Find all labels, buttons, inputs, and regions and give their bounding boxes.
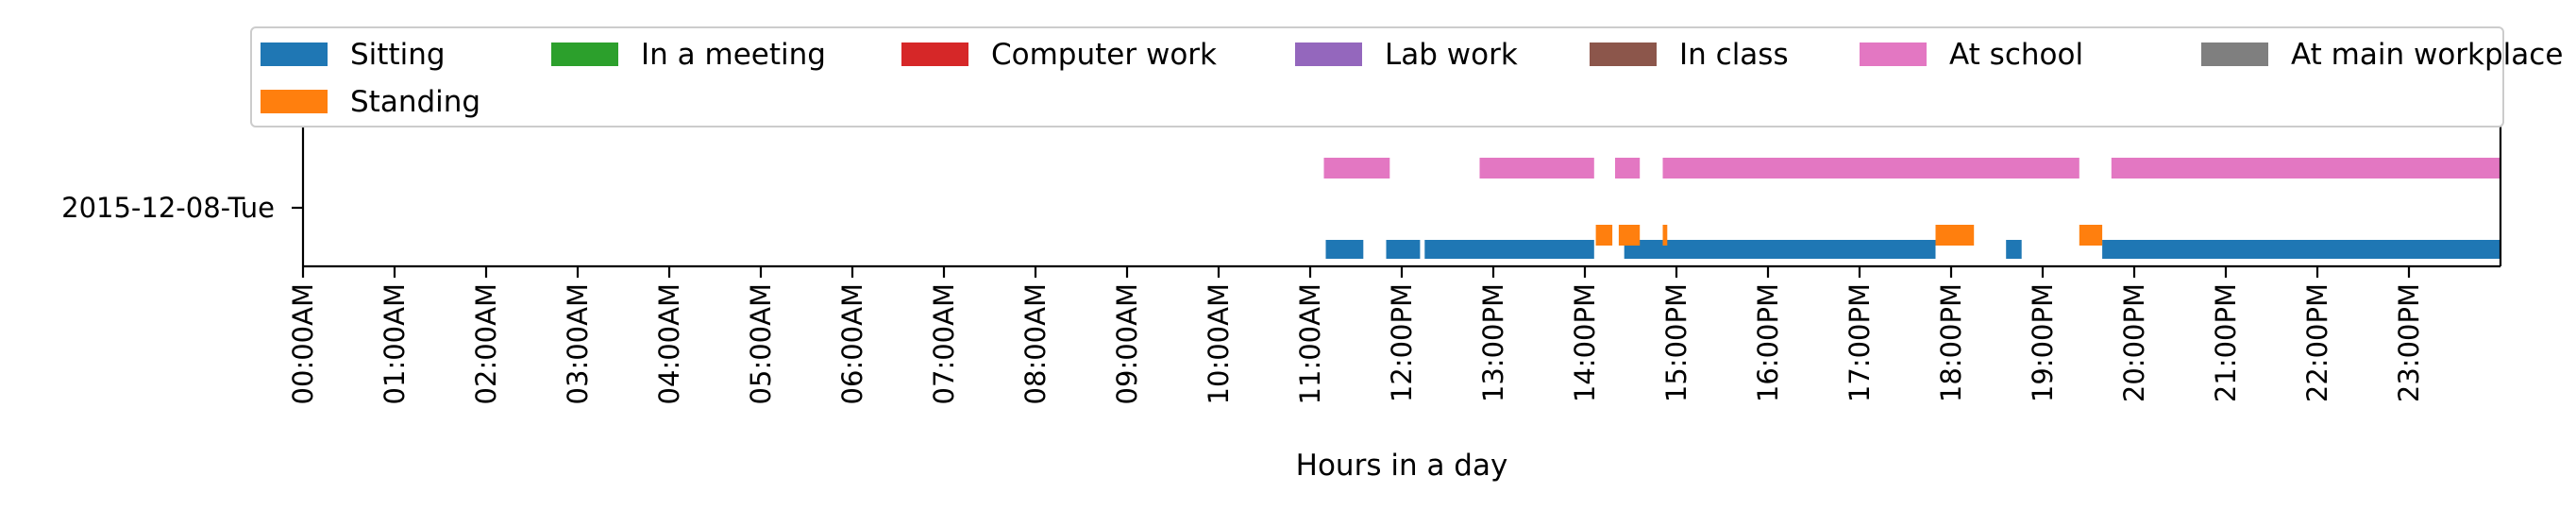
- x-tick-label: 23:00PM: [2393, 283, 2425, 402]
- legend-label: Standing: [350, 85, 480, 119]
- legend-label: At school: [1949, 38, 2083, 72]
- y-axis-ticks: 2015-12-08-Tue: [61, 192, 303, 224]
- x-tick-label: 17:00PM: [1844, 283, 1876, 402]
- legend-swatch-sitting: [261, 42, 328, 66]
- x-tick-label: 00:00AM: [287, 283, 319, 404]
- bar-standing-3: [1935, 225, 1975, 246]
- legend-label: In a meeting: [641, 38, 826, 72]
- bar-sitting-1: [1386, 240, 1421, 259]
- x-tick-label: 09:00AM: [1111, 283, 1143, 404]
- bar-standing-4: [2079, 225, 2103, 246]
- bar-standing-0: [1595, 225, 1613, 246]
- y-tick-label: 2015-12-08-Tue: [61, 192, 275, 224]
- bar-sitting-0: [1325, 240, 1364, 259]
- x-tick-label: 06:00AM: [836, 283, 868, 404]
- legend-label: Lab work: [1385, 38, 1518, 72]
- legend-label: Sitting: [350, 38, 446, 72]
- legend-label: At main workplace: [2291, 38, 2563, 72]
- legend-swatch-at-school: [1860, 42, 1927, 66]
- x-tick-label: 16:00PM: [1752, 283, 1784, 402]
- legend-label: In class: [1679, 38, 1789, 72]
- bar-at-school-2: [1615, 158, 1641, 178]
- x-tick-label: 19:00PM: [2027, 283, 2059, 402]
- x-tick-label: 04:00AM: [653, 283, 685, 404]
- bar-at-school-4: [2111, 158, 2501, 178]
- x-axis-ticks: 00:00AM 01:00AM 02:00AM 03:00AM 04:00AM 05:00…: [287, 266, 2425, 404]
- x-tick-label: 05:00AM: [745, 283, 777, 404]
- x-tick-label: 11:00AM: [1294, 283, 1326, 404]
- legend-frame: [250, 26, 2504, 128]
- x-tick-label: 10:00AM: [1203, 283, 1235, 404]
- x-tick-label: 07:00AM: [928, 283, 960, 404]
- x-tick-label: 08:00AM: [1019, 283, 1052, 404]
- x-axis-label: Hours in a day: [1296, 449, 1508, 483]
- x-tick-label: 20:00PM: [2118, 283, 2150, 402]
- legend: Sitting In a meeting Computer work Lab work…: [250, 26, 2563, 128]
- bar-at-school-0: [1323, 158, 1390, 178]
- x-tick-label: 12:00PM: [1386, 283, 1418, 402]
- bar-standing-2: [1662, 225, 1668, 246]
- x-tick-label: 03:00AM: [562, 283, 594, 404]
- x-tick-label: 22:00PM: [2301, 283, 2333, 402]
- legend-swatch-at-main-workplace: [2201, 42, 2268, 66]
- bar-at-school-1: [1479, 158, 1594, 178]
- x-tick-label: 02:00AM: [470, 283, 502, 404]
- bar-sitting-5: [2102, 240, 2500, 259]
- x-tick-label: 13:00PM: [1477, 283, 1509, 402]
- legend-label: Computer work: [991, 38, 1217, 72]
- bar-sitting-3: [1624, 240, 1936, 259]
- bar-standing-1: [1618, 225, 1641, 246]
- legend-swatch-in-class: [1590, 42, 1657, 66]
- bar-sitting-2: [1424, 240, 1594, 259]
- x-tick-label: 18:00PM: [1935, 283, 1967, 402]
- x-tick-label: 15:00PM: [1660, 283, 1692, 402]
- bar-at-school-3: [1662, 158, 2079, 178]
- legend-swatch-standing: [261, 90, 328, 113]
- x-tick-label: 14:00PM: [1569, 283, 1601, 402]
- legend-swatch-in-a-meeting: [551, 42, 618, 66]
- legend-swatch-lab-work: [1295, 42, 1362, 66]
- legend-swatch-computer-work: [901, 42, 968, 66]
- bar-sitting-4: [2006, 240, 2022, 259]
- activity-bars: [1323, 158, 2501, 259]
- x-tick-label: 21:00PM: [2210, 283, 2242, 402]
- x-tick-label: 01:00AM: [379, 283, 411, 404]
